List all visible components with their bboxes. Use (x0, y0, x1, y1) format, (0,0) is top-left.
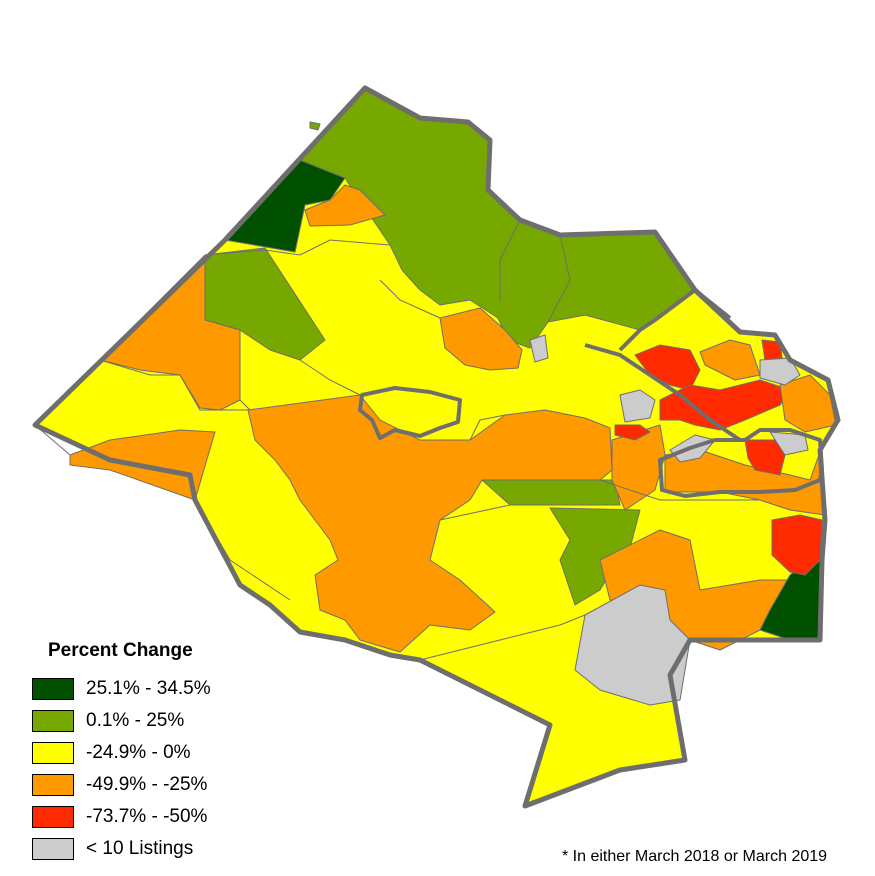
legend-label-1: 0.1% - 25% (86, 710, 185, 731)
region-red-ne-5 (761, 339, 783, 361)
legend-title: Percent Change (48, 640, 193, 661)
legend-label-3: -49.9% - -25% (86, 774, 208, 795)
county-boundary (32, 85, 841, 809)
region-orange-central (247, 394, 613, 653)
region-red-ne-2 (659, 379, 791, 431)
region-gray-ne-1 (759, 357, 801, 386)
region-gray-center-north (529, 334, 549, 363)
region-orange-center-north (439, 307, 523, 371)
legend-swatch-0 (32, 678, 74, 700)
region-green-center-south (549, 507, 641, 606)
islet-nw (309, 121, 321, 131)
legend: Percent Change 25.1% - 34.5% 0.1% - 25% … (32, 640, 292, 865)
legend-swatch-1 (32, 710, 74, 732)
footnote: * In either March 2018 or March 2019 (562, 848, 828, 865)
region-green-center (481, 479, 621, 506)
region-red-se (771, 514, 823, 576)
city-boundary-center (358, 386, 462, 440)
region-orange-nw-small (304, 184, 386, 227)
legend-item-3: -49.9% - -25% (32, 769, 292, 801)
legend-label-2: -24.9% - 0% (86, 742, 191, 763)
legend-label-5: < 10 Listings (86, 838, 194, 859)
region-gray-south (574, 584, 691, 706)
legend-label-0: 25.1% - 34.5% (86, 678, 211, 699)
legend-item-5: < 10 Listings (32, 833, 292, 865)
legend-swatch-2 (32, 742, 74, 764)
legend-item-0: 25.1% - 34.5% (32, 673, 292, 705)
legend-item-1: 0.1% - 25% (32, 705, 292, 737)
legend-swatch-4 (32, 806, 74, 828)
legend-label-4: -73.7% - -50% (86, 806, 208, 827)
region-red-ne-3 (614, 424, 651, 441)
legend-swatch-3 (32, 774, 74, 796)
legend-item-4: -73.7% - -50% (32, 801, 292, 833)
legend-swatch-5 (32, 838, 74, 860)
region-gray-ne-2 (619, 389, 656, 423)
highway-northeast (584, 343, 742, 442)
region-gray-ne-4 (769, 431, 809, 456)
legend-item-2: -24.9% - 0% (32, 737, 292, 769)
region-orange-west (99, 254, 241, 411)
